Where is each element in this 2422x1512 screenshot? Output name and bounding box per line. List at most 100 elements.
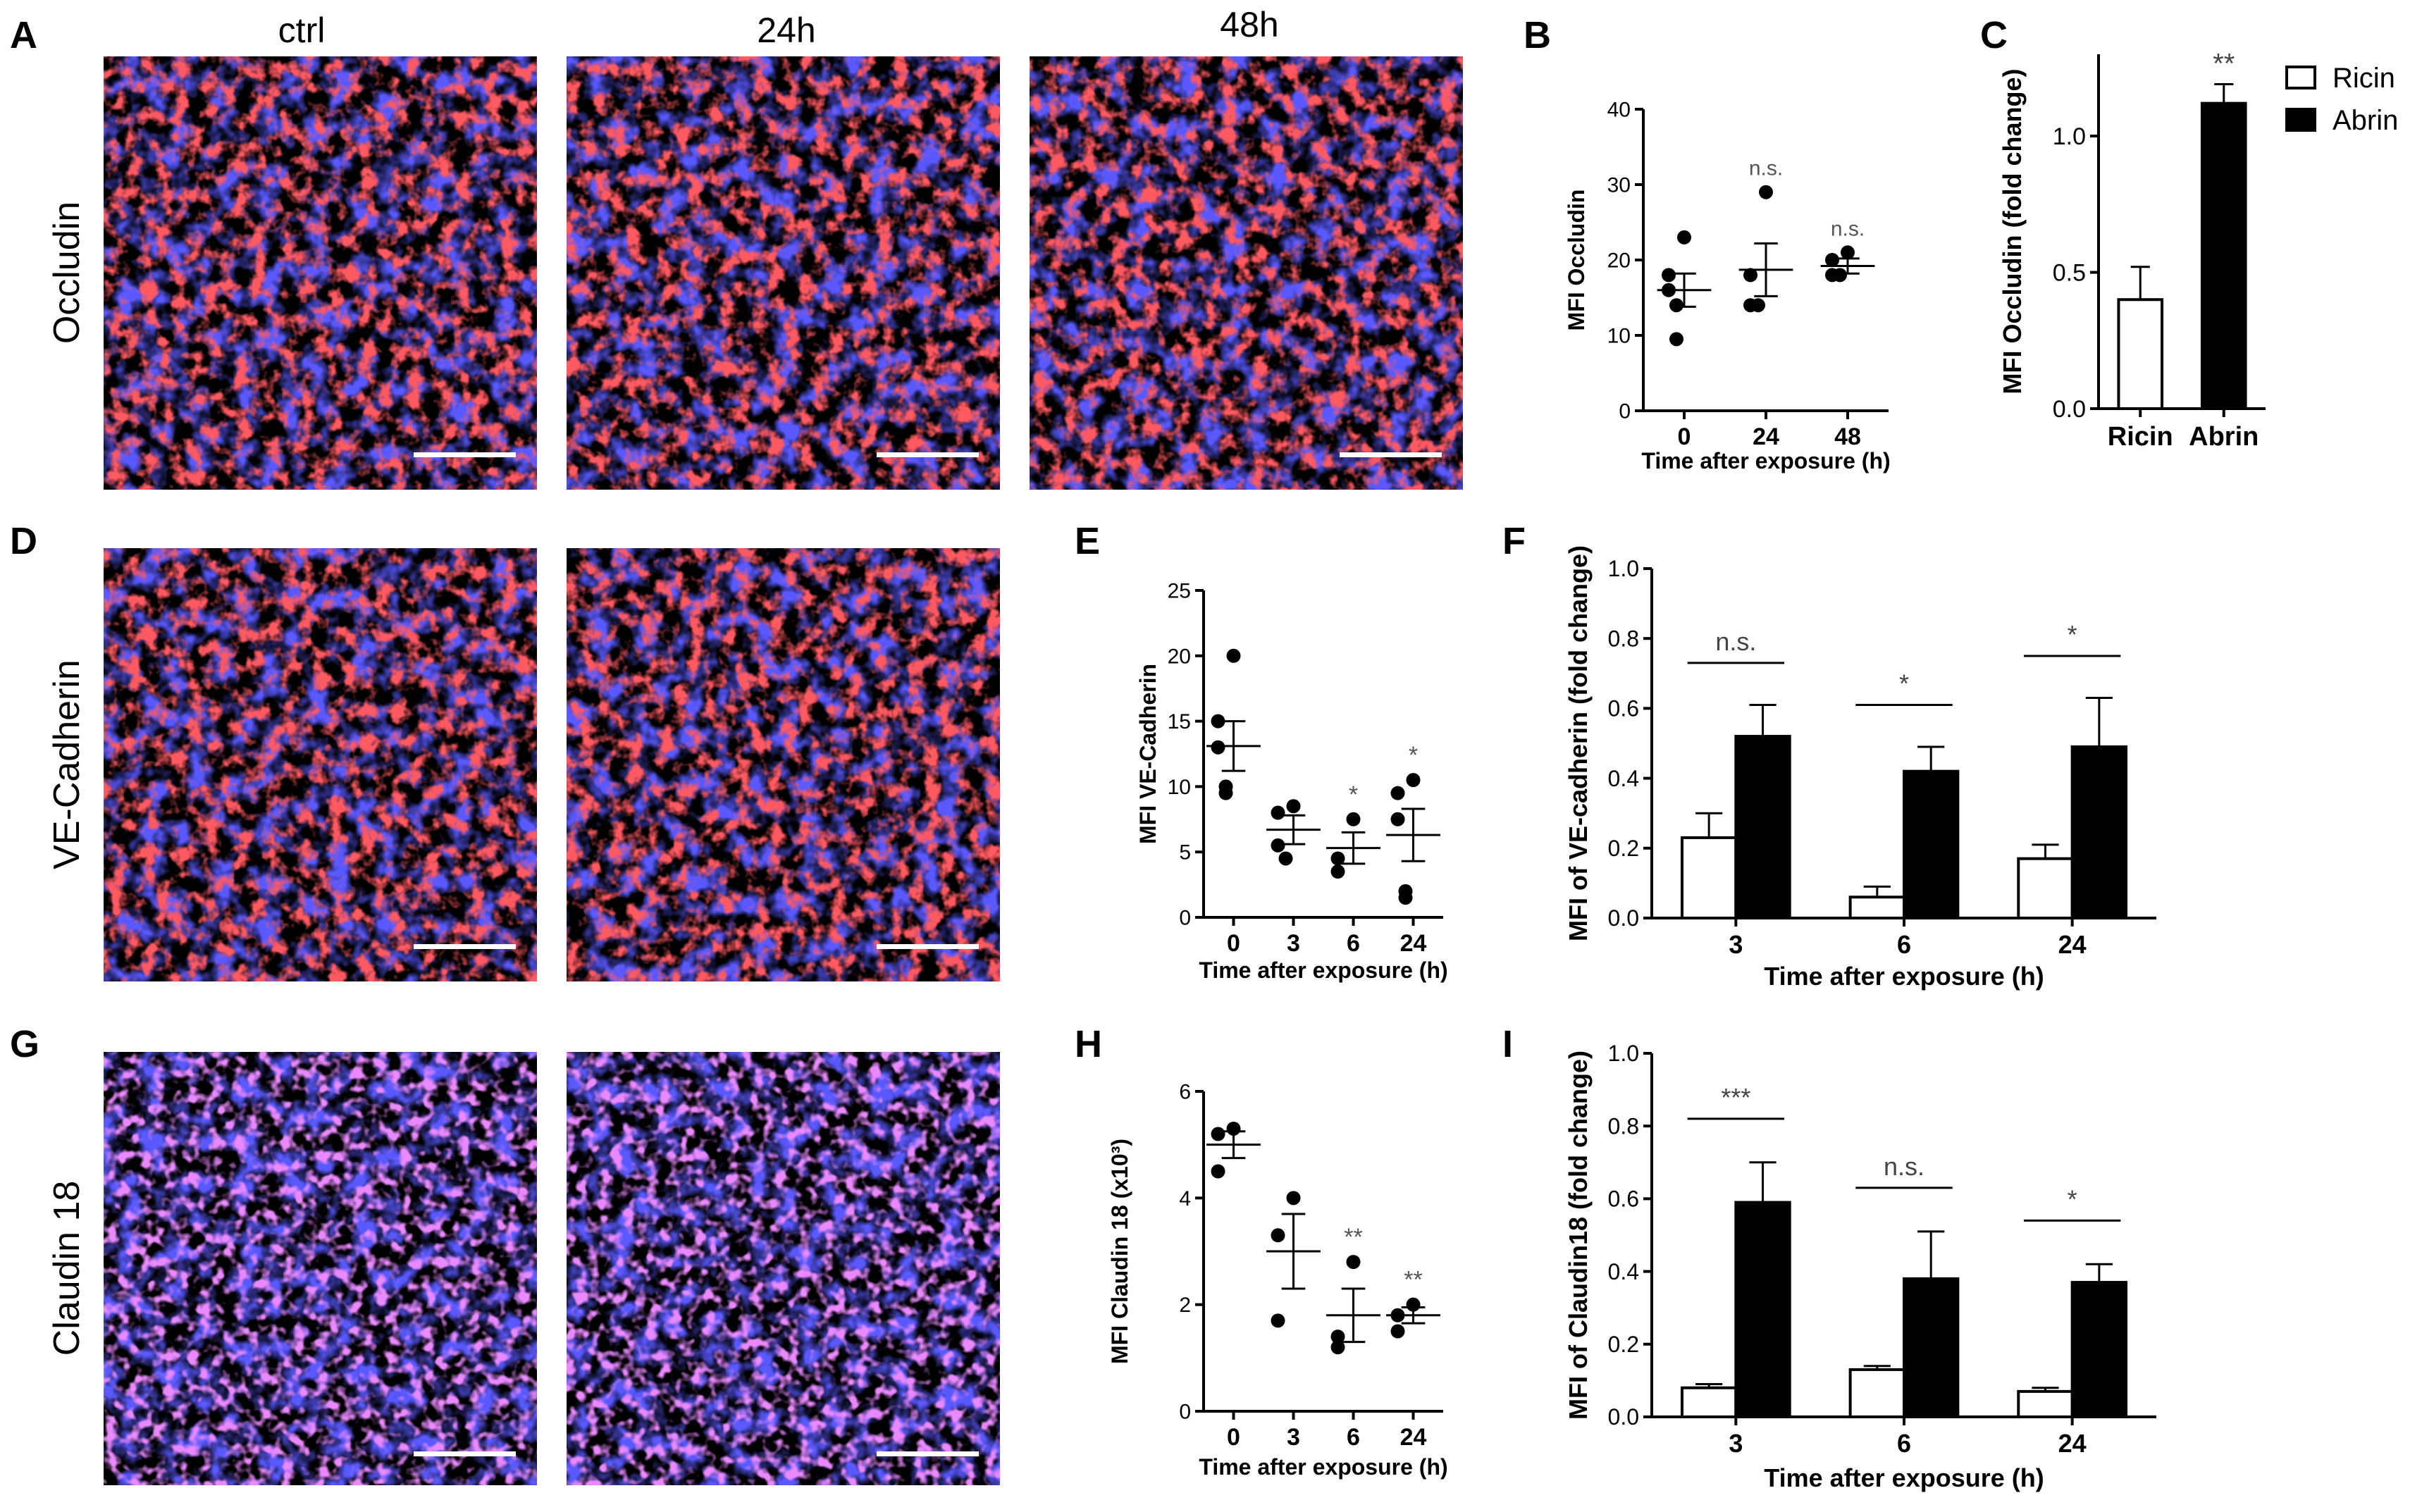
legend: Ricin Abrin: [2285, 63, 2398, 136]
data-point: [1271, 838, 1285, 853]
x-tick-label: 0: [1678, 423, 1691, 450]
data-point: [1330, 1340, 1345, 1355]
y-tick-label: 0.2: [1608, 836, 1639, 861]
y-tick-label: 0.8: [1608, 1113, 1639, 1139]
y-tick-label: 0.6: [1608, 1186, 1639, 1212]
x-tick-label: Ricin: [2108, 422, 2173, 452]
micrograph-vecadherin-24h: [567, 548, 1000, 981]
significance-label: **: [1404, 1267, 1422, 1294]
significance-label: *: [2068, 1184, 2077, 1213]
significance-label: n.s.: [1715, 627, 1756, 656]
y-axis-label: MFI Occludin: [1564, 190, 1589, 331]
bar-abrin: [2070, 745, 2128, 919]
x-tick-label: 0: [1227, 1424, 1240, 1451]
data-point: [1669, 332, 1683, 347]
bar-abrin: [1903, 1277, 1960, 1419]
legend-label-ricin: Ricin: [2333, 63, 2395, 94]
y-tick-label: 0.6: [1608, 696, 1639, 721]
y-axis-label: MFI of Claudin18 (fold change): [1564, 1051, 1593, 1420]
y-tick-label: 4: [1179, 1187, 1191, 1210]
data-point: [1743, 268, 1757, 283]
y-tick-label: 20: [1168, 645, 1191, 668]
y-tick-label: 10: [1168, 776, 1191, 799]
y-tick-label: 15: [1168, 710, 1191, 733]
y-tick-label: 20: [1607, 249, 1631, 273]
significance-label: n.s.: [1749, 157, 1783, 180]
significance-label: n.s.: [1884, 1152, 1924, 1181]
chart-c-occludin-fold: 0.0 0.5 1.0 Ricin Abrin MFI Occludin (fold ch…: [1998, 49, 2266, 452]
x-axis-label: Time after exposure (h): [1764, 1463, 2044, 1492]
y-tick-label: 0: [1179, 907, 1191, 930]
x-tick-label: 24: [1400, 1424, 1427, 1451]
data-point: [1390, 786, 1405, 800]
micrograph-occludin-48h: [1030, 56, 1463, 490]
data-point: [1825, 253, 1839, 267]
panel-letter-i: I: [1502, 1023, 1513, 1065]
y-axis-label: MFI of VE-cadherin (fold change): [1564, 545, 1593, 941]
y-axis-label: MFI Claudin 18 (x10³): [1107, 1139, 1132, 1364]
data-point: [1346, 1255, 1361, 1270]
data-point: [1271, 1313, 1285, 1328]
data-point: [1330, 865, 1345, 879]
y-tick-label: 0.4: [1608, 1259, 1639, 1284]
micrograph-occludin-24h: [567, 56, 1000, 490]
row-label-vecadherin: VE-Cadherin: [47, 659, 87, 869]
y-tick-label: 1.0: [2053, 123, 2086, 150]
data-point: [1662, 268, 1676, 283]
bar-ricin: [1680, 1386, 1738, 1418]
data-point: [1330, 851, 1345, 866]
data-point: [1390, 1324, 1405, 1339]
x-tick-label: 24: [1753, 423, 1779, 450]
y-tick-label: 0.8: [1608, 626, 1639, 651]
data-point: [1669, 298, 1683, 313]
scale-bar: [414, 1451, 516, 1456]
x-tick-label: 6: [1897, 1429, 1911, 1458]
y-tick-label: 1.0: [1608, 1041, 1639, 1066]
y-tick-label: 0: [1619, 400, 1631, 423]
y-tick-label: 25: [1168, 580, 1191, 603]
data-point: [1390, 812, 1405, 826]
data-point: [1751, 298, 1765, 313]
panel-letter-b: B: [1524, 14, 1551, 56]
bar-abrin: [1734, 735, 1791, 919]
data-point: [1330, 1330, 1345, 1344]
row-label-occludin: Occludin: [47, 202, 87, 344]
x-axis-label: Time after exposure (h): [1199, 958, 1447, 983]
x-axis-label: Time after exposure (h): [1641, 448, 1890, 473]
y-tick-label: 0.5: [2053, 259, 2086, 286]
panel-letter-h: H: [1075, 1023, 1102, 1065]
x-axis-label: Time after exposure (h): [1764, 962, 2044, 991]
x-tick-label: 3: [1287, 930, 1300, 957]
legend-label-abrin: Abrin: [2333, 105, 2398, 136]
bar-ricin: [2017, 857, 2074, 920]
bar-abrin: [1734, 1201, 1791, 1419]
panel-letter-c: C: [1980, 14, 2008, 56]
data-point: [1286, 799, 1301, 814]
data-point: [1346, 812, 1361, 826]
bar-ricin: [1680, 836, 1738, 920]
scale-bar: [414, 452, 516, 457]
y-tick-label: 0.4: [1608, 766, 1639, 791]
data-point: [1211, 740, 1225, 755]
significance-label: *: [1409, 742, 1418, 769]
significance-label: **: [1344, 1224, 1362, 1251]
y-tick-label: 0.2: [1608, 1332, 1639, 1357]
bar: [2200, 101, 2247, 410]
data-point: [1271, 805, 1285, 820]
chart-f-vecadherin-fold: 0.0 0.2 0.4 0.6 0.8 1.0 3 6 24 Time after exposur…: [1564, 545, 2156, 991]
data-point: [1278, 851, 1293, 866]
legend-swatch-abrin: [2285, 108, 2316, 132]
y-axis-label: MFI Occludin (fold change): [1998, 69, 2027, 395]
row-label-claudin18: Claudin 18: [47, 1181, 87, 1356]
panel-letter-g: G: [10, 1023, 39, 1065]
significance-label: *: [1899, 669, 1909, 698]
data-point: [1841, 245, 1855, 260]
y-axis-label: MFI VE-Cadherin: [1135, 664, 1161, 844]
data-point: [1211, 714, 1225, 729]
x-tick-label: 48: [1834, 423, 1861, 450]
panel-letter-d: D: [10, 520, 37, 562]
column-header-ctrl: ctrl: [278, 11, 326, 50]
x-tick-label: 24: [2058, 1429, 2087, 1458]
